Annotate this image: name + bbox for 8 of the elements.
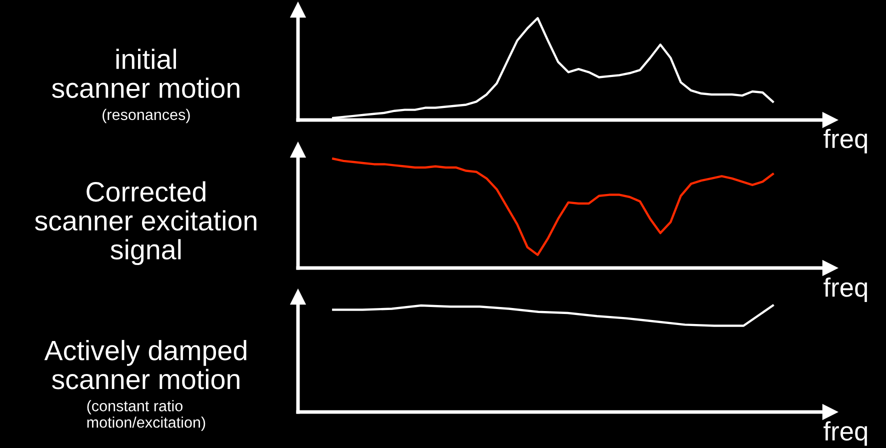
text: (resonances) <box>102 108 190 124</box>
text: (constant ratio motion/excitation) <box>87 400 206 431</box>
text: Corrected scanner excitation signal <box>35 181 256 266</box>
text: initial scanner motion <box>52 48 240 98</box>
x-axis-title: freq <box>824 421 868 446</box>
x-axis-title: freq <box>824 128 868 154</box>
text: Actively damped scanner motion <box>44 340 246 390</box>
x-axis-title: freq <box>824 277 868 302</box>
